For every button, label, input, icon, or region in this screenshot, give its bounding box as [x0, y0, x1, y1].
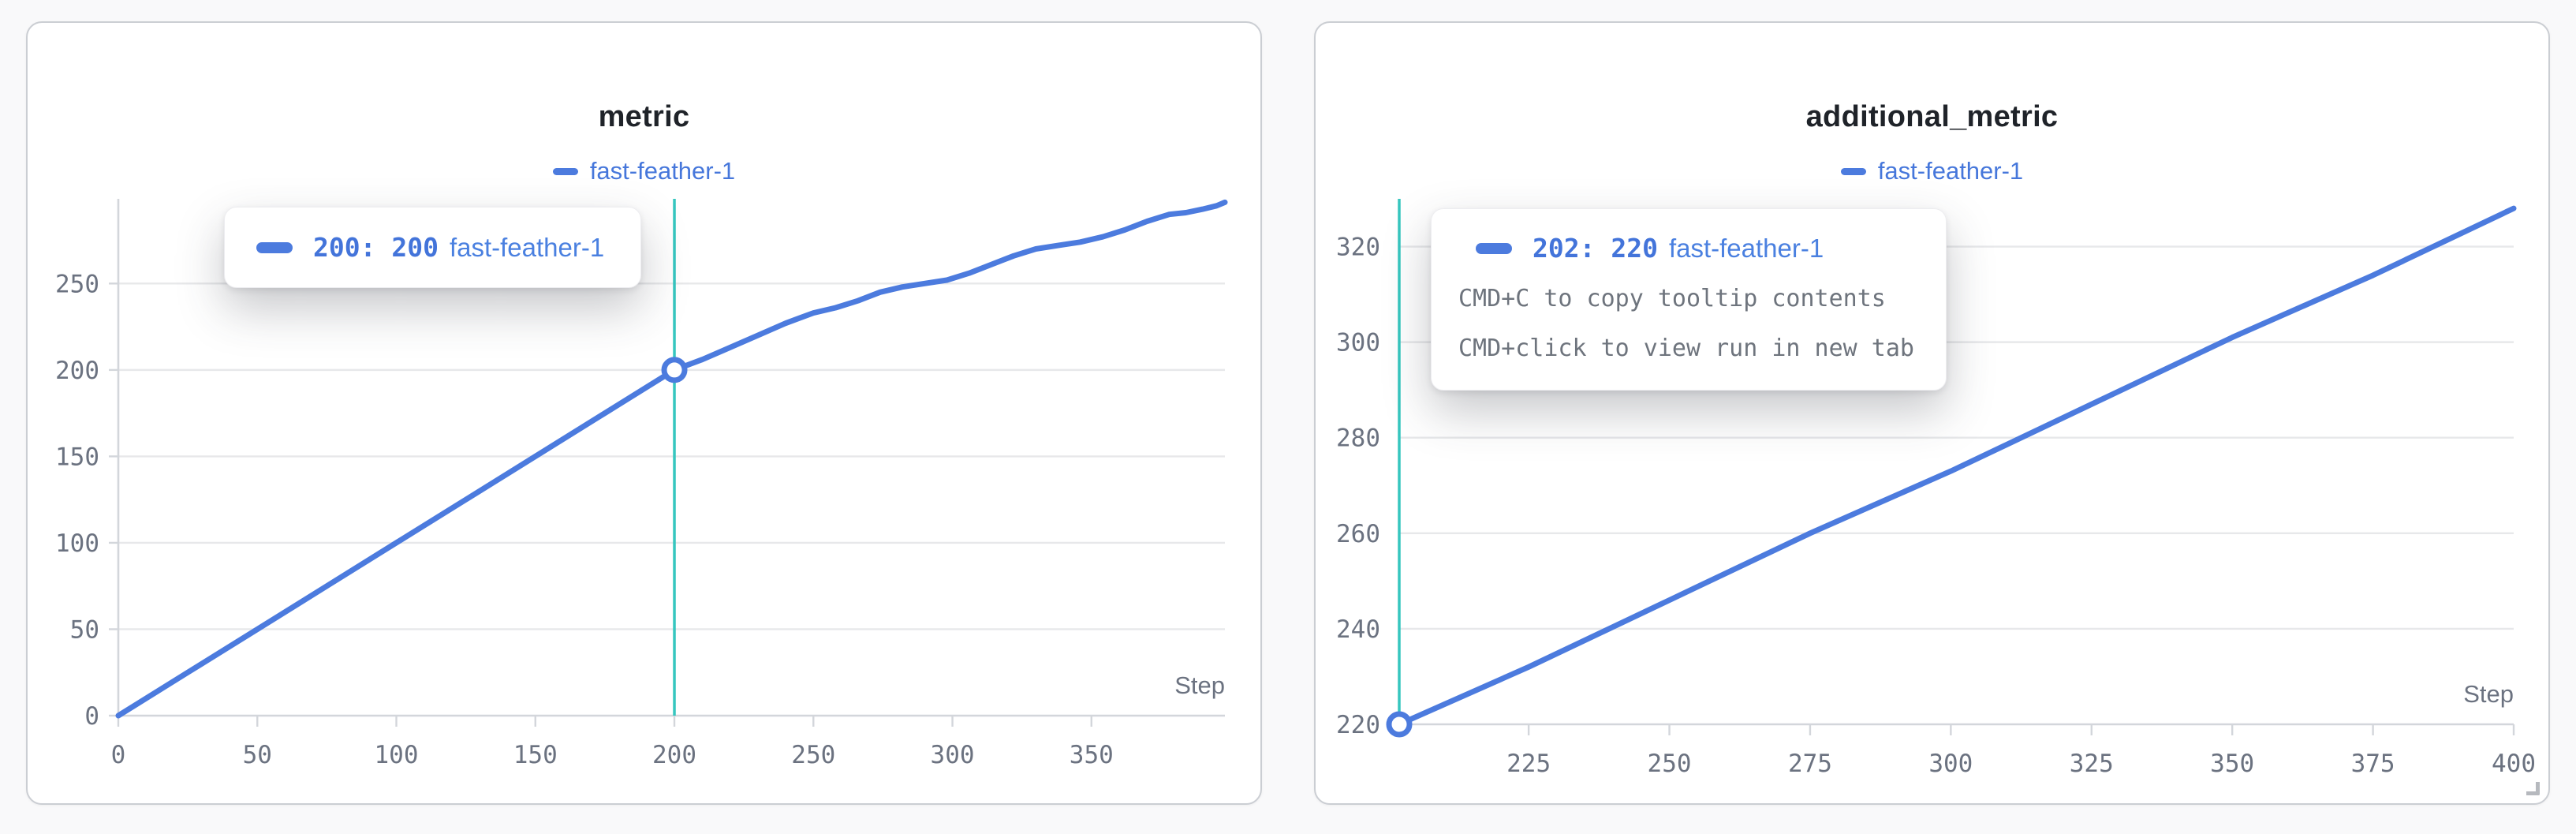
run-line-fast-feather-1 — [115, 199, 1228, 719]
x-tick-label: 250 — [1648, 750, 1692, 778]
chart-title: additional_metric — [1805, 100, 2059, 133]
x-tick-label: 350 — [2210, 750, 2254, 778]
chart-panel-metric: metric fast-feather-1 0 50 100 150 200 250 0 50… — [26, 21, 1262, 805]
y-tick-label: 280 — [1336, 424, 1380, 453]
tooltip-line-swatch — [256, 241, 293, 253]
x-tick-label: 350 — [1070, 741, 1114, 769]
tooltip-copy-hint: CMD+C to copy tooltip contents — [1458, 285, 1886, 312]
legend-line-swatch — [1840, 167, 1866, 175]
run-line-fast-feather-1 — [1396, 205, 2517, 727]
x-tick-label: 100 — [375, 741, 419, 769]
legend-run-label[interactable]: fast-feather-1 — [1877, 157, 2024, 185]
y-tick-label: 100 — [55, 529, 99, 558]
chart-legend: fast-feather-1 — [1316, 157, 2548, 185]
tooltip-run-label: fast-feather-1 — [449, 232, 605, 262]
y-tick-label: 300 — [1336, 329, 1380, 357]
tooltip-step-value: 200: 200 — [313, 232, 439, 263]
legend-run-label[interactable]: fast-feather-1 — [589, 157, 736, 185]
tooltip-series-row: 200: 200 fast-feather-1 — [256, 232, 604, 263]
y-tick-label: 50 — [70, 615, 99, 644]
x-tick-label: 250 — [791, 741, 835, 769]
y-tick-label: 220 — [1336, 711, 1380, 739]
hover-tooltip: 202: 220 fast-feather-1 CMD+C to copy to… — [1431, 208, 1947, 391]
tooltip-step-value: 202: 220 — [1533, 233, 1658, 264]
chart-title: metric — [598, 100, 690, 133]
chart-panel-additional-metric: additional_metric fast-feather-1 220 240 2… — [1314, 21, 2550, 805]
y-tick-label: 320 — [1336, 234, 1380, 262]
y-tick-label: 260 — [1336, 520, 1380, 548]
x-tick-label: 375 — [2351, 750, 2395, 778]
x-axis-title: Step — [2463, 680, 2514, 708]
chart-legend: fast-feather-1 — [28, 157, 1260, 185]
x-tick-label: 50 — [243, 741, 272, 769]
x-tick-label: 275 — [1788, 750, 1832, 778]
x-tick-label: 200 — [652, 741, 696, 769]
x-tick-label: 300 — [1928, 750, 1973, 778]
hover-point-marker — [1386, 711, 1413, 738]
tooltip-series-row: 202: 220 fast-feather-1 — [1476, 233, 1914, 264]
y-tick-label: 250 — [55, 270, 99, 298]
y-tick-label: 240 — [1336, 615, 1380, 644]
y-tick-label: 200 — [55, 357, 99, 385]
x-tick-label: 300 — [931, 741, 975, 769]
x-axis-title: Step — [1174, 671, 1225, 699]
panel-resize-handle[interactable] — [2526, 782, 2540, 795]
tooltip-open-run-hint: CMD+click to view run in new tab — [1458, 335, 1914, 362]
chart-plot-area[interactable]: 0 50 100 150 200 250 0 50 100 150 200 250 300 350 Step — [28, 23, 1264, 806]
x-tick-label: 225 — [1506, 750, 1551, 778]
hover-tooltip: 200: 200 fast-feather-1 — [224, 207, 642, 288]
legend-line-swatch — [552, 167, 578, 175]
y-tick-label: 0 — [84, 702, 99, 731]
x-tick-label: 150 — [513, 741, 558, 769]
chart-plot-area[interactable]: 220 240 260 280 300 320 225 250 275 300 325 350 375 4… — [1316, 23, 2552, 806]
x-tick-label: 400 — [2492, 750, 2536, 778]
hover-point-marker — [661, 357, 688, 383]
x-tick-label: 325 — [2070, 750, 2114, 778]
tooltip-run-label: fast-feather-1 — [1668, 233, 1824, 263]
tooltip-line-swatch — [1476, 242, 1512, 254]
x-tick-label: 0 — [111, 741, 126, 769]
y-tick-label: 150 — [55, 443, 99, 471]
